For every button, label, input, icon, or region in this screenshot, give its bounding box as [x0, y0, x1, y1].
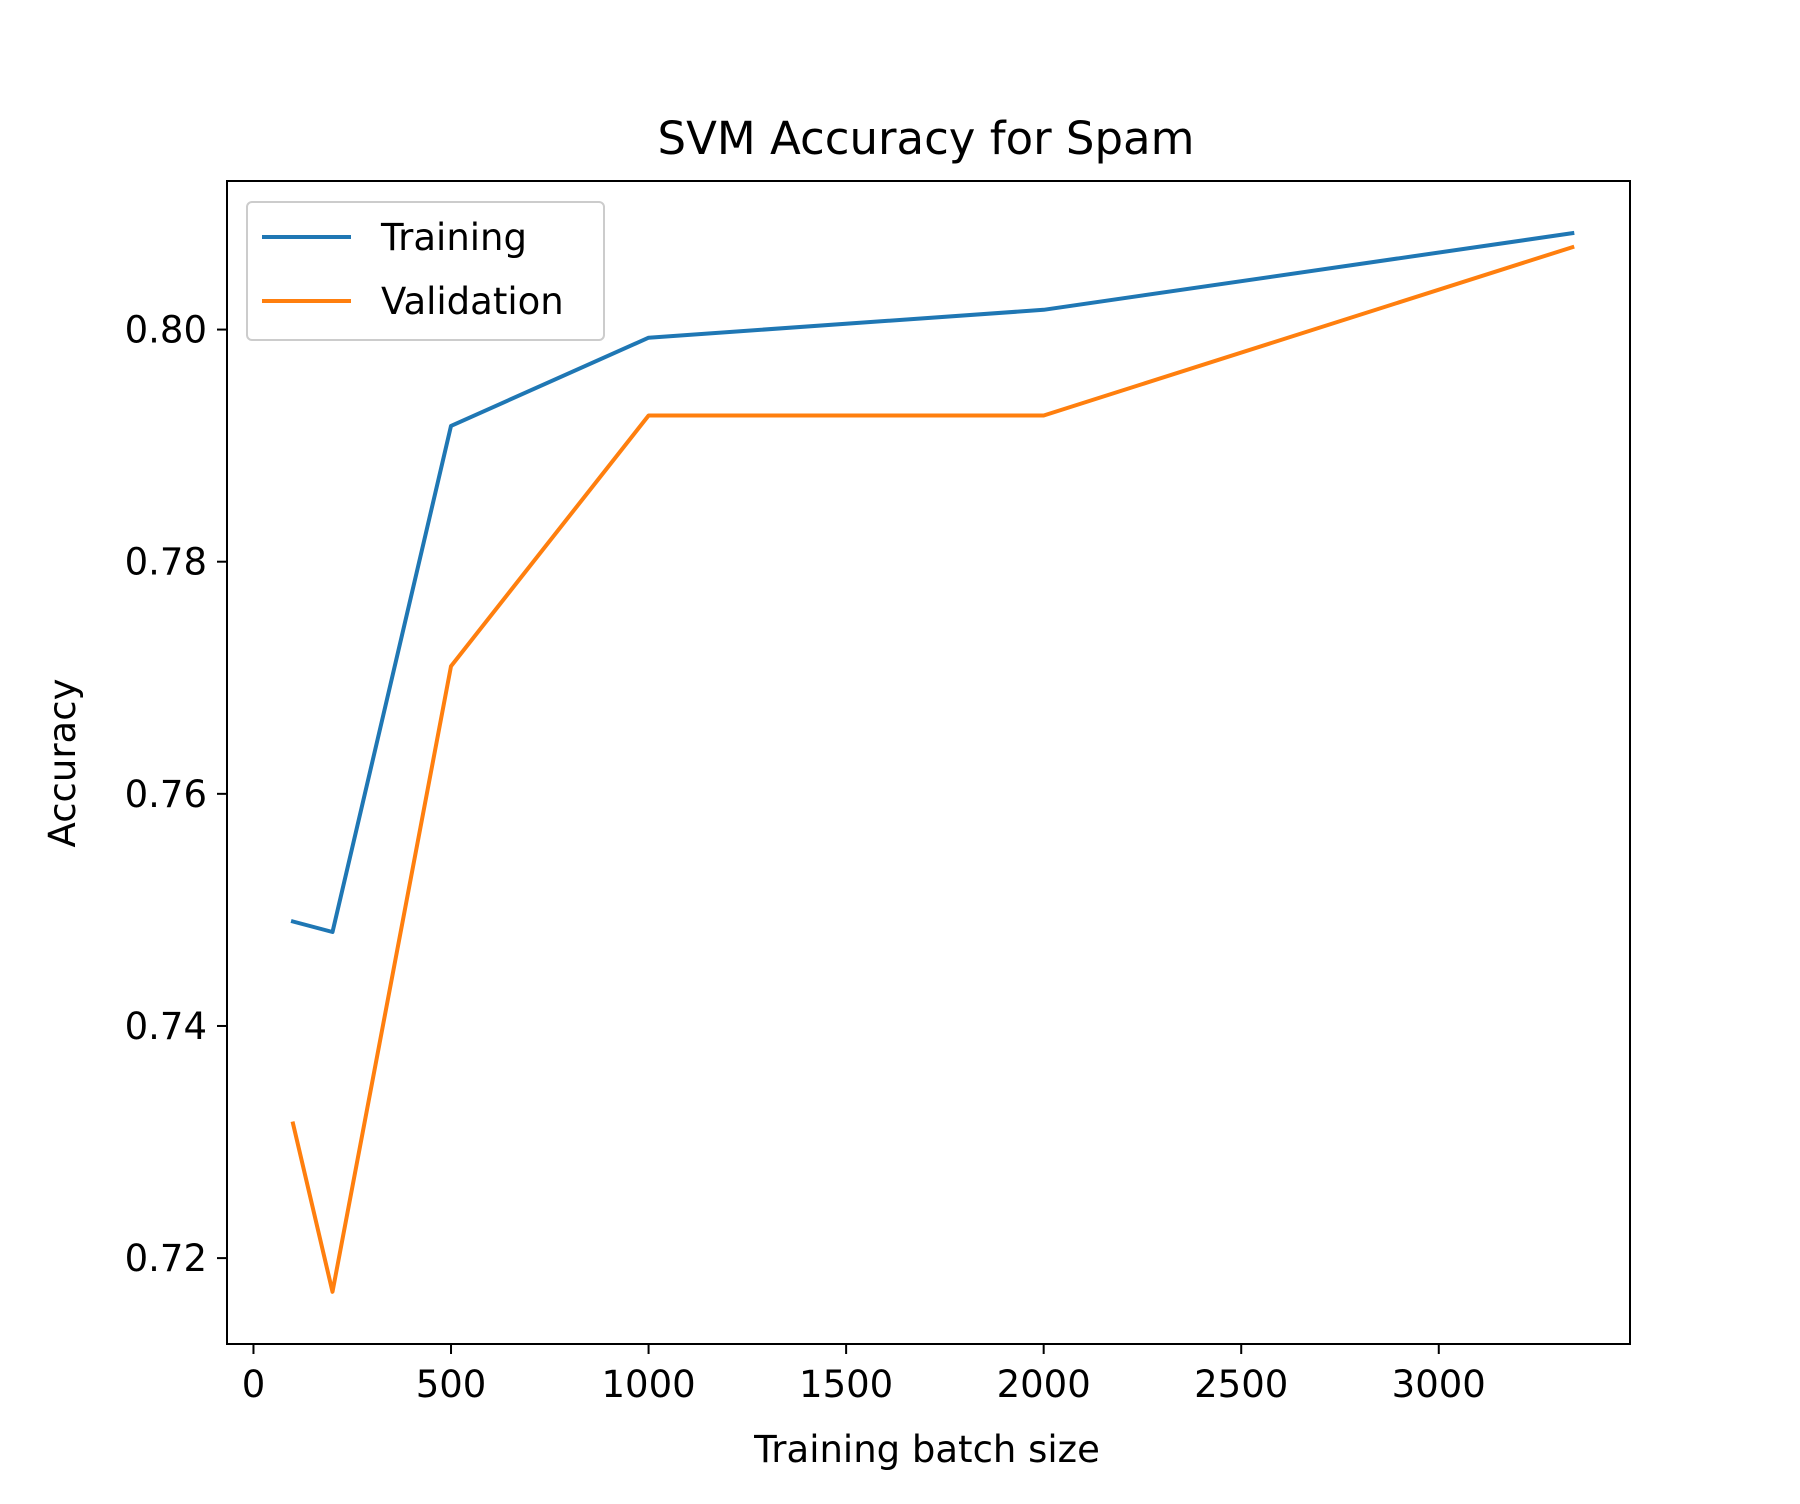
y-axis: 0.72 0.74 0.76 0.78 0.80 [125, 309, 227, 1280]
y-tick-label: 0.74 [125, 1005, 207, 1048]
x-tick-label: 1000 [601, 1363, 695, 1406]
y-tick-label: 0.72 [125, 1237, 207, 1280]
x-tick-label: 0 [242, 1363, 266, 1406]
y-tick-label: 0.78 [125, 541, 207, 584]
x-tick-label: 2500 [1194, 1363, 1288, 1406]
x-tick-label: 2000 [997, 1363, 1091, 1406]
x-axis: 0 500 1000 1500 2000 2500 3000 [242, 1344, 1486, 1406]
series-line-validation [290, 244, 1575, 1294]
y-tick-label: 0.80 [125, 309, 207, 352]
chart-title: SVM Accuracy for Spam [658, 112, 1195, 165]
x-axis-label: Training batch size [753, 1428, 1100, 1471]
legend-label-training: Training [380, 216, 527, 259]
y-tick-label: 0.76 [125, 773, 207, 816]
x-tick-label: 1500 [799, 1363, 893, 1406]
series-layer [290, 230, 1575, 1294]
series-line-training [290, 230, 1575, 934]
x-tick-label: 3000 [1392, 1363, 1486, 1406]
legend: Training Validation [246, 201, 605, 341]
y-axis-label: Accuracy [41, 679, 84, 848]
x-tick-label: 500 [416, 1363, 487, 1406]
plot-frame [226, 180, 1631, 1345]
legend-label-validation: Validation [381, 280, 564, 323]
